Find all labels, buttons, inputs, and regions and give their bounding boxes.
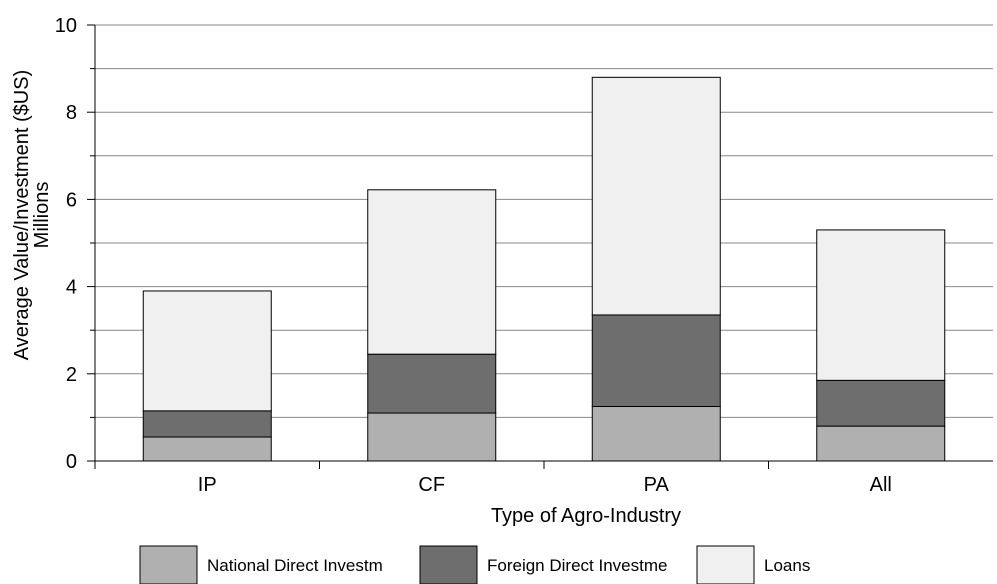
legend-swatch [419, 545, 478, 584]
bar-segment [591, 406, 721, 462]
bar-segment [367, 353, 497, 414]
x-tick-label: All [870, 474, 892, 496]
y-tick-label: 4 [66, 277, 77, 299]
legend-label: Foreign Direct Investme [487, 556, 667, 575]
bar-segment [142, 290, 272, 412]
x-tick-labels: IP CF PA All [198, 474, 892, 496]
y-axis-unit: Millions [31, 182, 53, 249]
y-tick-label: 8 [66, 102, 77, 124]
y-tick-label: 2 [66, 364, 77, 386]
legend-label: National Direct Investm [207, 556, 383, 575]
bar-segment [142, 436, 272, 462]
x-tick-label: CF [418, 474, 445, 496]
bar-segment [142, 410, 272, 438]
bar-segment [591, 76, 721, 316]
bar-segment [816, 379, 946, 427]
legend: National Direct Investm Foreign Direct In… [139, 545, 810, 584]
bar-segment [591, 314, 721, 407]
y-tick-label: 0 [66, 451, 77, 473]
bars [142, 76, 946, 462]
y-tick-labels: 0 2 4 6 8 10 [55, 15, 77, 473]
x-axis-title: Type of Agro-Industry [491, 505, 681, 527]
bar-segment [367, 189, 497, 355]
y-tick-label: 6 [66, 189, 77, 211]
legend-label: Loans [764, 556, 810, 575]
legend-swatch [696, 545, 755, 584]
axes [87, 24, 993, 469]
y-axis-title: Average Value/Investment ($US) [11, 70, 33, 361]
legend-swatch [139, 545, 198, 584]
bar-segment [816, 229, 946, 381]
x-tick-label: IP [198, 474, 217, 496]
bar-segment [367, 412, 497, 462]
x-tick-label: PA [644, 474, 670, 496]
bar-segment [816, 425, 946, 462]
y-tick-label: 10 [55, 15, 77, 37]
